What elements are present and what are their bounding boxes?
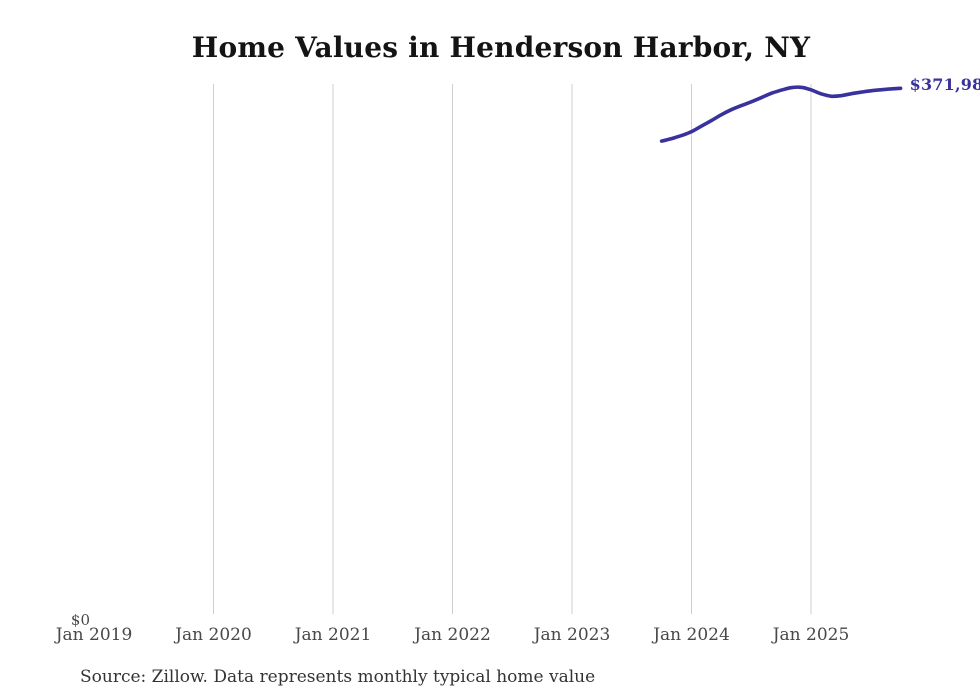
x-axis-tick-label: Jan 2024	[653, 625, 730, 645]
current-value-label: $371,988	[909, 75, 980, 95]
x-axis-tick-label: Jan 2020	[175, 625, 252, 645]
source-note: Source: Zillow. Data represents monthly …	[80, 667, 596, 687]
x-axis-tick-label: Jan 2023	[533, 625, 611, 645]
y-axis-zero-label: $0	[70, 611, 90, 629]
chart-title: Home Values in Henderson Harbor, NY	[191, 31, 811, 64]
x-axis-tick-label: Jan 2025	[772, 625, 850, 645]
gridlines	[213, 84, 812, 614]
x-axis-tick-label: Jan 2021	[294, 625, 372, 645]
x-axis-tick-label: Jan 2022	[414, 625, 491, 645]
home-value-line	[659, 85, 903, 143]
x-axis-tick-label: Jan 2019	[55, 625, 133, 645]
